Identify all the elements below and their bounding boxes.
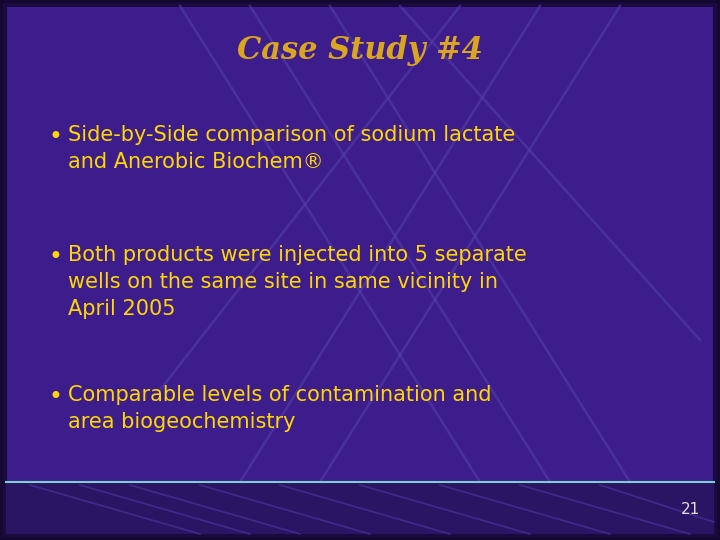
Text: Side-by-Side comparison of sodium lactate
and Anerobic Biochem®: Side-by-Side comparison of sodium lactat… [68,125,516,172]
Text: •: • [48,245,62,269]
Bar [6,482,714,534]
Text: 21: 21 [680,503,700,517]
Text: Case Study #4: Case Study #4 [237,35,483,65]
Text: Both products were injected into 5 separate
wells on the same site in same vicin: Both products were injected into 5 separ… [68,245,527,319]
Text: •: • [48,125,62,149]
Text: Comparable levels of contamination and
area biogeochemistry: Comparable levels of contamination and a… [68,385,492,432]
Text: •: • [48,385,62,409]
